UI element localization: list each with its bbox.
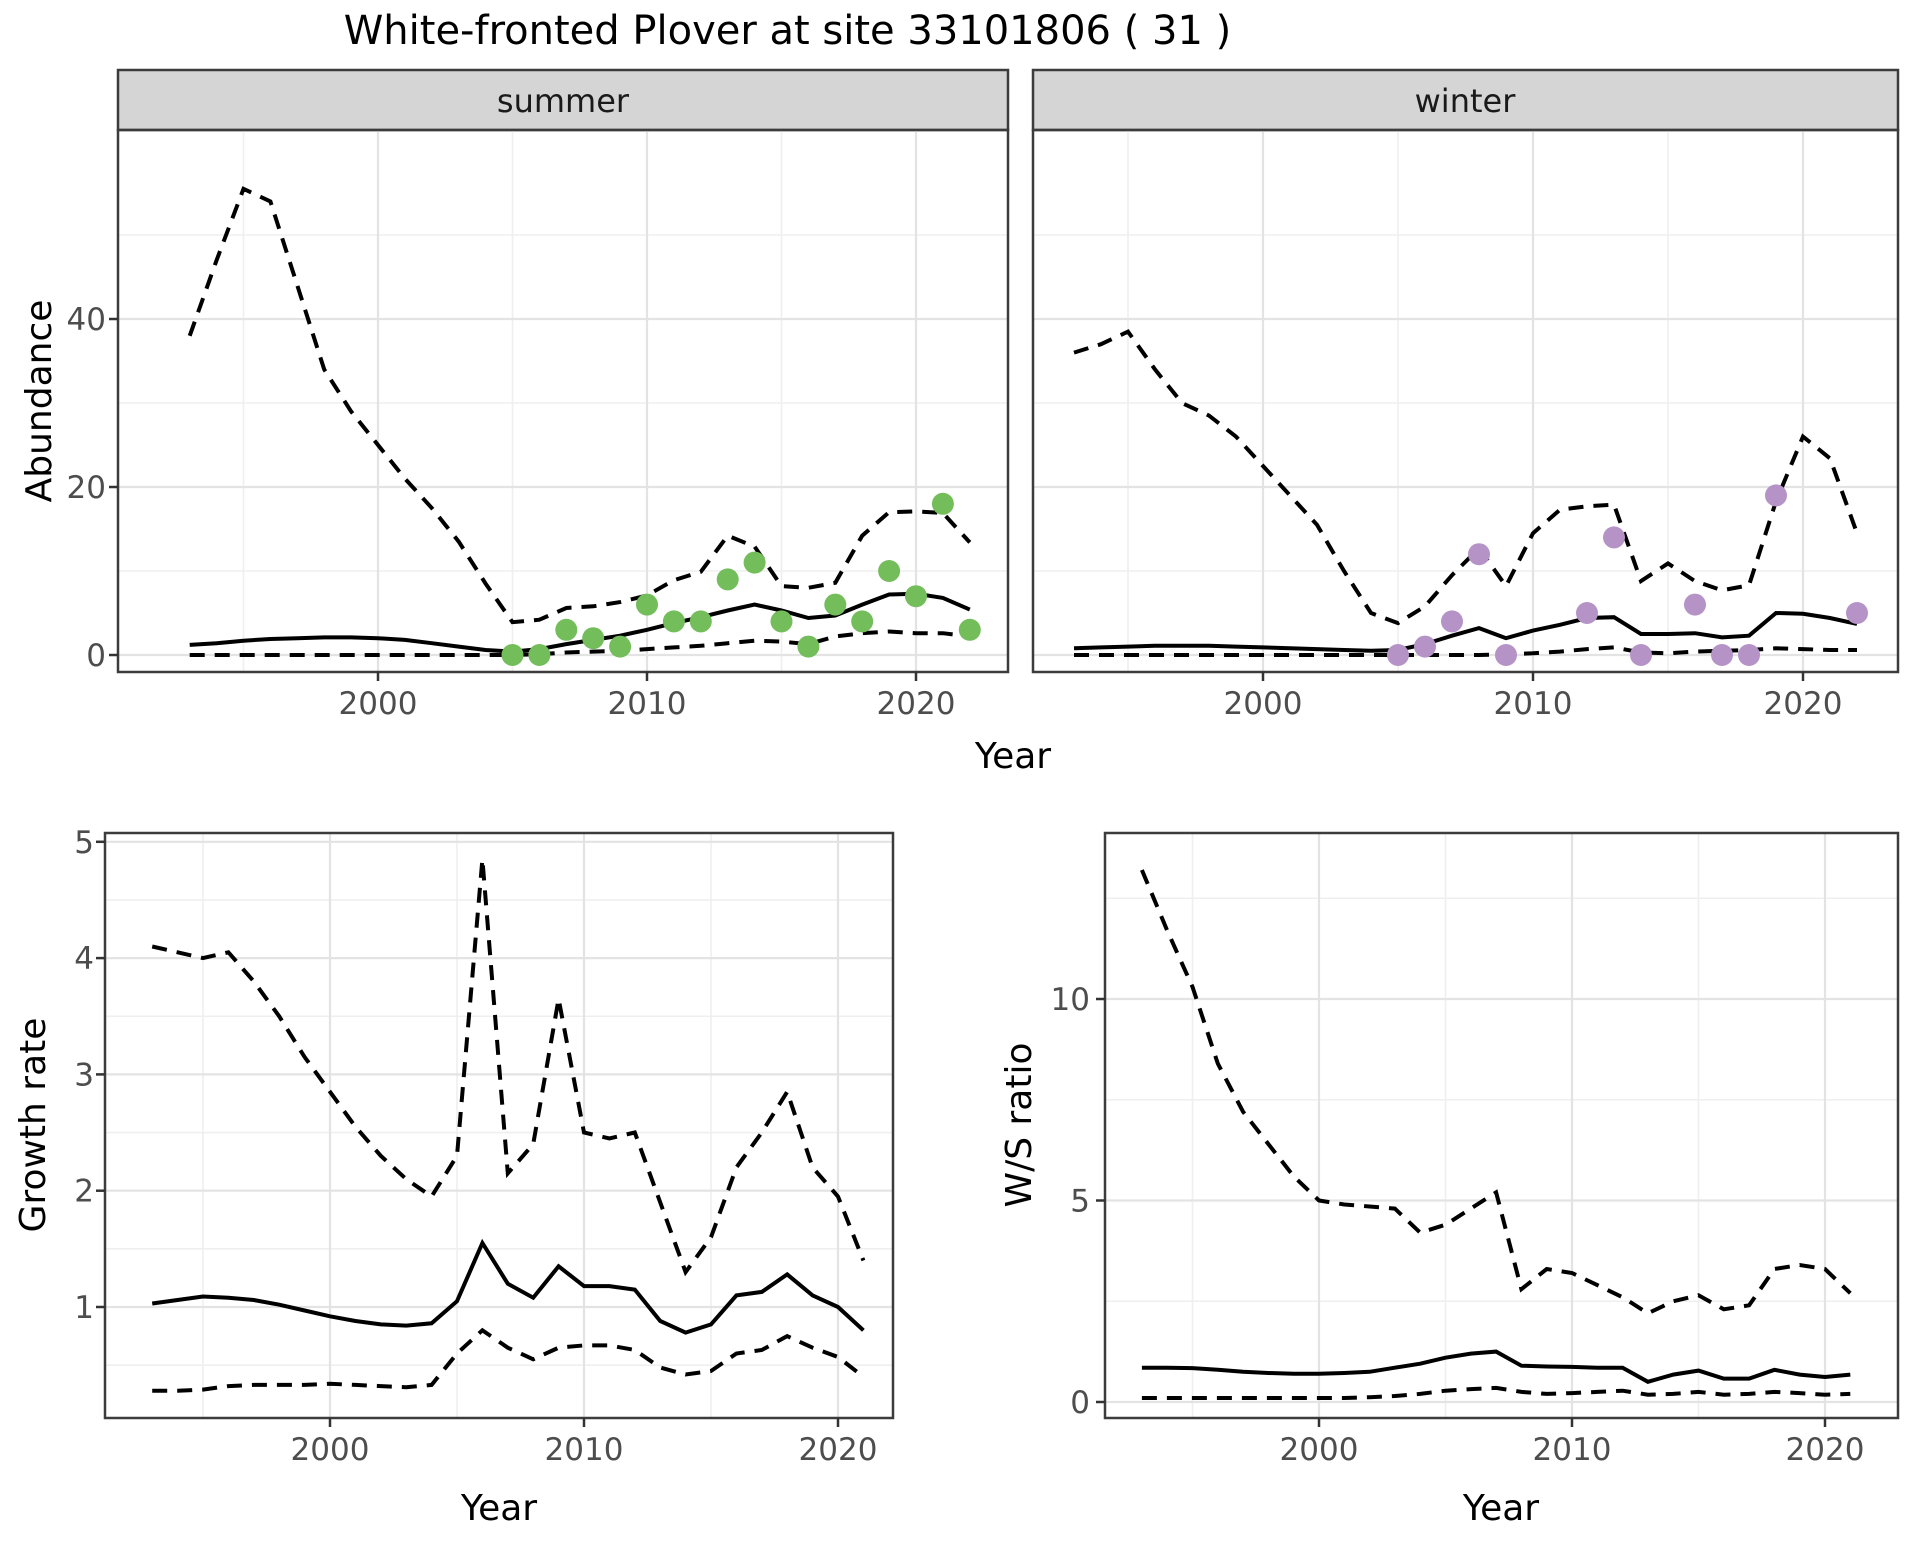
x-tick-label: 2010 bbox=[1494, 686, 1573, 722]
y-tick-label: 0 bbox=[1070, 1385, 1090, 1421]
panel-growth-rate: 2000 2010 2020 1 2 3 4 5 bbox=[74, 825, 895, 1468]
observed-point bbox=[1765, 484, 1787, 507]
observed-point bbox=[1630, 644, 1652, 666]
observed-point bbox=[797, 635, 820, 658]
growth-rate-axis-label: Growth rate bbox=[13, 1017, 54, 1233]
upper-95ci-line bbox=[187, 186, 972, 625]
observed-point bbox=[958, 618, 981, 641]
x-tick-label: 2020 bbox=[1764, 686, 1843, 722]
observed-point bbox=[905, 585, 927, 608]
x-tick-label: 2020 bbox=[1786, 1432, 1865, 1468]
observed-point bbox=[1414, 635, 1436, 658]
y-tick-label: 1 bbox=[74, 1290, 94, 1326]
median-line bbox=[151, 1238, 865, 1335]
upper-95ci-line bbox=[151, 859, 866, 1277]
y-tick-label: 20 bbox=[67, 470, 106, 506]
gridlines bbox=[1033, 130, 1898, 672]
observed-point bbox=[851, 610, 874, 633]
observed-point bbox=[770, 610, 793, 633]
x-tick-label: 2010 bbox=[545, 1432, 624, 1468]
observed-point bbox=[1387, 644, 1409, 666]
x-tick-label: 2000 bbox=[1224, 686, 1303, 722]
upper-95ci-line bbox=[1140, 869, 1852, 1316]
median-line bbox=[1073, 610, 1858, 653]
observed-point bbox=[1468, 543, 1490, 566]
y-tick-label: 3 bbox=[74, 1057, 94, 1093]
figure-title: White-fronted Plover at site 33101806 ( … bbox=[343, 8, 1232, 54]
observed-point bbox=[1684, 593, 1706, 616]
median-line bbox=[1141, 1349, 1851, 1384]
panel-border bbox=[116, 128, 1010, 674]
x-tick-label: 2010 bbox=[1533, 1432, 1612, 1468]
observed-point bbox=[878, 560, 901, 582]
observed-point bbox=[501, 644, 524, 666]
facet-strip-summer-label: summer bbox=[497, 82, 630, 120]
observed-point bbox=[609, 635, 632, 658]
observed-counts-winter bbox=[1387, 484, 1868, 666]
observed-point bbox=[716, 568, 739, 591]
observed-point bbox=[636, 593, 658, 616]
observed-point bbox=[1846, 602, 1868, 624]
observed-point bbox=[689, 610, 712, 633]
lower-95ci-line bbox=[1141, 1385, 1851, 1400]
gridlines bbox=[118, 130, 1008, 672]
y-tick-label: 10 bbox=[1051, 982, 1090, 1018]
y-tick-label: 40 bbox=[67, 302, 106, 338]
facet-strip-winter-label: winter bbox=[1415, 82, 1517, 120]
lower-95ci-line bbox=[189, 629, 971, 657]
observed-counts-summer bbox=[501, 492, 981, 666]
panel-abundance-winter: 2000 2010 2020 bbox=[1031, 128, 1900, 722]
abundance-axis-label: Abundance bbox=[19, 299, 60, 503]
observed-point bbox=[1576, 602, 1598, 624]
panel-border bbox=[1031, 128, 1900, 674]
observed-point bbox=[1441, 610, 1463, 633]
observed-point bbox=[931, 492, 954, 515]
observed-point bbox=[743, 551, 766, 574]
growth-year-axis-label: Year bbox=[460, 1488, 538, 1529]
observed-point bbox=[528, 644, 551, 666]
observed-point bbox=[582, 627, 605, 650]
panel-ws-ratio: 2000 2010 2020 0 5 10 bbox=[1051, 831, 1900, 1468]
top-year-axis-label: Year bbox=[974, 736, 1052, 777]
observed-point bbox=[1495, 644, 1517, 666]
gridlines bbox=[1105, 833, 1898, 1418]
x-tick-label: 2020 bbox=[799, 1432, 878, 1468]
x-tick-label: 2000 bbox=[291, 1432, 370, 1468]
facet-strip-winter bbox=[1031, 68, 1900, 132]
x-tick-label: 2010 bbox=[608, 686, 687, 722]
observed-point bbox=[555, 618, 578, 641]
x-tick-label: 2020 bbox=[877, 686, 956, 722]
y-tick-label: 5 bbox=[1070, 1184, 1090, 1220]
y-tick-label: 4 bbox=[74, 941, 94, 977]
panel-border bbox=[103, 831, 895, 1420]
upper-95ci-line bbox=[1073, 329, 1859, 626]
y-tick-label: 5 bbox=[74, 825, 94, 861]
panel-border bbox=[1103, 831, 1900, 1420]
observed-point bbox=[662, 610, 685, 633]
x-tick-label: 2000 bbox=[339, 686, 418, 722]
observed-point bbox=[1603, 526, 1625, 549]
observed-point bbox=[1738, 644, 1760, 666]
observed-point bbox=[824, 593, 847, 616]
gridlines bbox=[105, 833, 893, 1418]
panel-abundance-summer: 2000 2010 2020 0 20 40 bbox=[67, 128, 1010, 722]
x-tick-label: 2000 bbox=[1280, 1432, 1359, 1468]
ws-year-axis-label: Year bbox=[1462, 1488, 1540, 1529]
ws-ratio-axis-label: W/S ratio bbox=[999, 1042, 1040, 1208]
y-tick-label: 0 bbox=[86, 638, 106, 674]
facet-strip-summer bbox=[116, 68, 1010, 132]
y-tick-label: 2 bbox=[74, 1174, 94, 1210]
observed-point bbox=[1711, 644, 1733, 666]
lower-95ci-line bbox=[152, 1327, 865, 1393]
